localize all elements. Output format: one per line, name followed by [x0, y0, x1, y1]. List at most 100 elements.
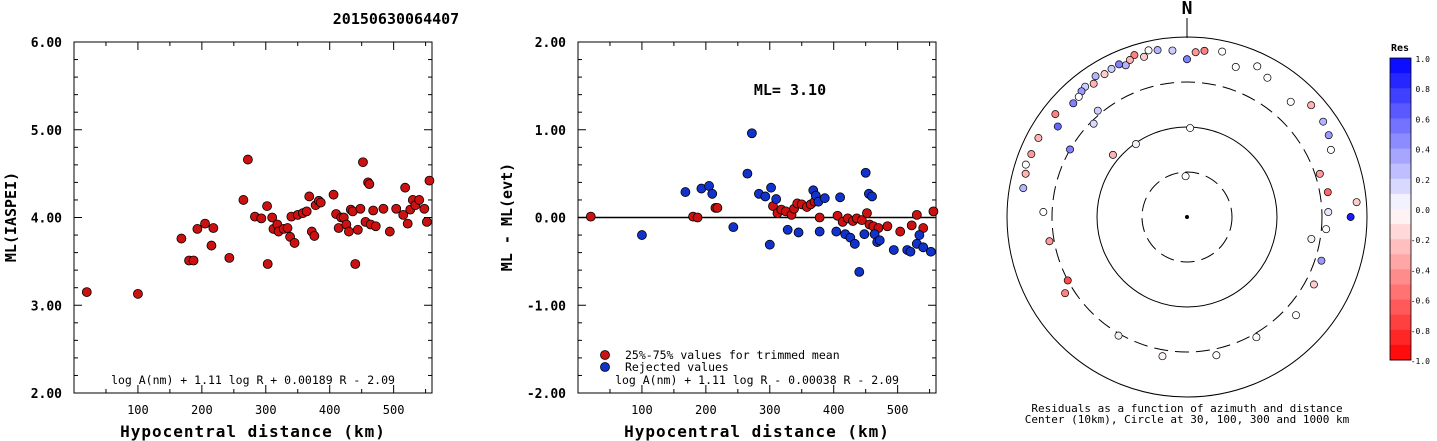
trimmed-point: [906, 220, 917, 231]
rejected-point: [637, 230, 647, 240]
colorbar-tick-label: -0.8: [1411, 327, 1430, 336]
data-point: [370, 221, 381, 232]
rejected-point: [914, 230, 925, 240]
x-tick-label: 100: [127, 403, 149, 417]
station-markers: [1019, 46, 1361, 361]
data-point: [262, 259, 273, 269]
station-marker: [1186, 124, 1195, 132]
rejected-point: [849, 238, 860, 249]
station-marker: [1125, 56, 1134, 64]
station-marker: [1091, 72, 1100, 81]
station-marker: [1074, 92, 1083, 101]
colorbar-cell: [1390, 299, 1411, 316]
colorbar-tick-label: -0.2: [1411, 236, 1430, 245]
y-axis-label: ML - ML(evt): [498, 163, 516, 271]
caption-line2: Center (10km), Circle at 30, 100, 300 an…: [1025, 413, 1350, 426]
rejected-point: [793, 227, 804, 238]
y-tick-label: 2.00: [535, 36, 566, 51]
legend-marker-blue: [600, 362, 610, 372]
colorbar-title: Res: [1391, 43, 1409, 54]
station-marker: [1093, 106, 1102, 115]
colorbar-tick-label: 0.6: [1416, 115, 1431, 124]
colorbar-cell: [1390, 148, 1411, 165]
station-marker: [1107, 64, 1116, 73]
station-marker: [1200, 46, 1209, 55]
station-marker: [1317, 256, 1326, 265]
data-point: [398, 209, 409, 220]
data-points: [585, 128, 939, 277]
colorbar-cell: [1390, 133, 1411, 150]
rejected-point: [831, 226, 842, 237]
station-marker: [1181, 172, 1190, 181]
data-point: [355, 203, 366, 214]
rejected-point: [888, 245, 899, 255]
circle-1000km: [1006, 36, 1368, 398]
trimmed-point: [882, 221, 893, 232]
x-tick-label: 200: [191, 403, 213, 417]
x-tick-label: 300: [255, 403, 277, 417]
legend-label-trimmed: 25%-75% values for trimmed mean: [625, 348, 840, 362]
rejected-point: [746, 128, 757, 139]
trimmed-point: [895, 226, 906, 237]
data-point: [384, 226, 395, 237]
station-marker: [1158, 352, 1167, 361]
rejected-point: [680, 187, 691, 197]
station-marker: [1324, 208, 1333, 217]
station-marker: [1089, 79, 1098, 88]
colorbar-cell: [1390, 193, 1411, 210]
station-marker: [1066, 145, 1074, 154]
rejected-point: [835, 192, 846, 203]
trimmed-point: [712, 202, 723, 213]
colorbar-cell: [1390, 88, 1411, 104]
station-marker: [1045, 237, 1054, 246]
data-point: [133, 288, 143, 299]
y-tick-label: 0.00: [535, 212, 566, 227]
station-marker: [1061, 289, 1070, 298]
colorbar-tick-label: 0.8: [1416, 85, 1431, 94]
data-point: [256, 213, 267, 224]
station-marker: [1218, 47, 1227, 56]
station-marker: [1307, 101, 1316, 110]
station-marker: [1069, 99, 1078, 108]
data-point: [301, 206, 312, 217]
station-marker: [1130, 51, 1139, 60]
rejected-point: [854, 267, 865, 277]
station-marker: [1021, 169, 1030, 178]
station-marker: [1063, 276, 1072, 285]
north-label: N: [1182, 0, 1193, 19]
y-tick-labels: -2.00 -1.00 0.00 1.00 2.00: [527, 36, 566, 402]
rejected-point: [764, 239, 775, 250]
y-axis-label: ML(IASPEI): [2, 172, 20, 262]
x-tick-label: 400: [823, 403, 845, 417]
rejected-point: [905, 246, 916, 257]
station-marker: [1039, 208, 1048, 216]
data-point: [188, 255, 199, 266]
station-marker: [1144, 46, 1153, 55]
x-axis-label: Hypocentral distance (km): [120, 422, 386, 441]
colorbar-tick-label: 1.0: [1416, 55, 1431, 64]
data-point: [200, 218, 210, 229]
colorbar-tick-label: 0.4: [1416, 146, 1431, 155]
station-marker: [1212, 351, 1221, 360]
station-marker: [1183, 55, 1191, 64]
data-point: [368, 205, 379, 216]
circle-30km: [1141, 171, 1233, 263]
colorbar-cell: [1390, 284, 1411, 301]
colorbar-cell: [1390, 344, 1411, 361]
data-point: [378, 203, 389, 214]
x-tick-label: 400: [319, 403, 341, 417]
rejected-point: [742, 168, 753, 179]
y-tick-label: -2.00: [527, 387, 566, 402]
rejected-point: [814, 226, 825, 237]
colorbar-cell: [1390, 73, 1411, 89]
station-marker: [1309, 280, 1318, 289]
station-marker: [1027, 150, 1036, 159]
tick-marks: [578, 41, 936, 394]
station-marker: [1089, 119, 1098, 128]
colorbar-cell: [1390, 118, 1411, 134]
data-point: [400, 182, 411, 193]
azimuth-residual-map: N Residuals as a function of azimuth and…: [1006, 0, 1368, 426]
colorbar-tick-labels: 1.0 0.8 0.6 0.4 0.2 0.0 -0.2 -0.4 -0.6 -0.8 -1.0: [1411, 55, 1430, 366]
colorbar-cell: [1390, 329, 1411, 346]
